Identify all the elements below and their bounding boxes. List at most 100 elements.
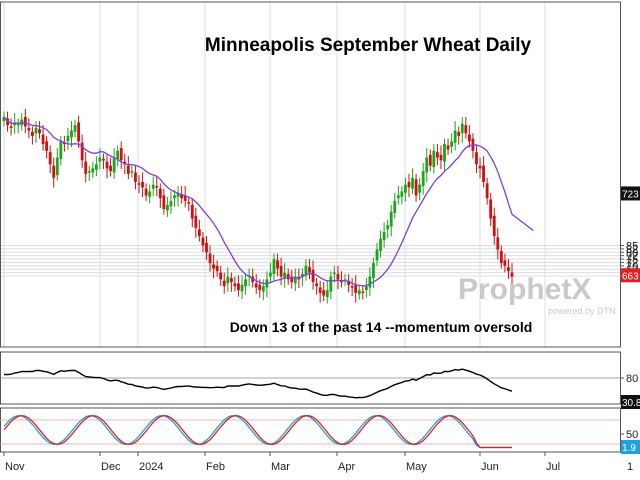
candle-body: [478, 165, 482, 169]
time-tick-label: Apr: [338, 461, 355, 473]
candle-body: [286, 273, 290, 280]
candle-body: [144, 188, 148, 196]
candle-body: [215, 265, 219, 272]
candle-body: [109, 165, 112, 172]
candle-body: [27, 127, 31, 131]
candle-body: [425, 157, 429, 173]
candle-body: [261, 286, 265, 292]
candle-body: [102, 158, 105, 161]
candle-body: [475, 152, 478, 165]
candle-body: [503, 260, 507, 266]
indicator1-tick-label: 80: [626, 373, 638, 385]
last-price-badge-bg: [621, 268, 640, 283]
last-price-badge: 663: [622, 271, 639, 282]
price-panel-border: [0, 1, 621, 348]
candle-body: [400, 191, 404, 197]
price-tick-label: 82: [626, 244, 638, 256]
time-tick-label: May: [406, 461, 427, 473]
candle-body: [208, 253, 212, 264]
candle-body: [62, 142, 66, 145]
indicator2-slow-line: [3, 414, 512, 449]
candle-body: [364, 286, 368, 291]
candle-body: [443, 144, 446, 162]
candle-body: [279, 265, 283, 277]
candle-body: [91, 168, 95, 173]
candle-body: [354, 284, 358, 293]
indicator2-tick-label: 50: [626, 429, 638, 441]
candle-body: [372, 263, 375, 278]
candle-body: [52, 165, 56, 178]
candle-body: [70, 130, 73, 138]
candle-body: [393, 200, 397, 214]
candle-body: [404, 184, 407, 193]
corner-label: 1: [627, 461, 633, 473]
price-tick-label: 75: [626, 254, 638, 266]
candle-body: [130, 171, 134, 173]
candle-body: [240, 284, 244, 292]
candle-body: [112, 157, 116, 173]
candle-body: [31, 131, 34, 136]
candle-body: [38, 129, 41, 134]
candle-body: [308, 267, 311, 273]
candle-body: [357, 290, 361, 295]
candle-body: [418, 184, 422, 193]
candle-body: [315, 283, 319, 287]
candle-body: [41, 134, 45, 145]
time-tick-label: Nov: [5, 461, 25, 473]
candle-body: [162, 195, 166, 209]
candle-body: [301, 273, 304, 277]
candle-body: [386, 225, 390, 230]
candle-body: [148, 191, 152, 197]
indicator1-value-badge: 30.8: [622, 398, 640, 409]
candle-body: [347, 280, 350, 285]
candle-body: [226, 276, 230, 284]
time-axis: Nov Dec 2024 Feb Mar Apr May Jun Jul 1: [3, 452, 633, 473]
candle-body: [467, 134, 471, 142]
candle-body: [318, 287, 322, 293]
candle-body: [340, 280, 343, 283]
candle-body: [80, 142, 84, 161]
candle-body: [59, 141, 63, 159]
candle-body: [453, 130, 457, 143]
candle-body: [496, 237, 500, 250]
candle-body: [141, 181, 144, 188]
candle-body: [407, 181, 411, 188]
candle-body: [510, 272, 514, 277]
candle-body: [432, 150, 436, 168]
candle-body: [73, 125, 77, 132]
candle-body: [77, 122, 81, 142]
candle-body: [435, 152, 439, 158]
candle-body: [375, 249, 379, 261]
candle-body: [258, 284, 262, 291]
chart-title: Minneapolis September Wheat Daily: [205, 35, 532, 56]
brand-name: ProphetX: [458, 273, 591, 306]
candle-body: [180, 194, 184, 199]
price-candles: [2, 108, 514, 304]
candle-body: [116, 150, 120, 159]
ma-value-badge: 723: [622, 189, 639, 200]
prophetx-logo: ProphetX powered by DTN: [458, 273, 616, 316]
candle-body: [269, 272, 272, 277]
candle-body: [332, 272, 336, 275]
candle-body: [158, 188, 162, 199]
candle-body: [187, 202, 191, 204]
candle-body: [439, 154, 443, 161]
candle-body: [485, 183, 489, 199]
indicator2-value-badge-bg: [621, 440, 640, 454]
candle-body: [396, 195, 400, 199]
candle-body: [94, 164, 98, 170]
time-tick-label: Mar: [271, 461, 290, 473]
candle-body: [276, 260, 279, 269]
candle-body: [233, 283, 237, 287]
candle-body: [254, 283, 258, 288]
time-tick-label: Jun: [481, 461, 499, 473]
candle-body: [450, 141, 454, 147]
candle-body: [421, 171, 425, 186]
candle-body: [23, 117, 27, 127]
candle-body: [137, 183, 141, 185]
candle-body: [151, 184, 155, 189]
candle-body: [428, 154, 432, 166]
candle-body: [297, 278, 301, 280]
candle-body: [126, 165, 130, 174]
time-tick-label: Jul: [546, 461, 560, 473]
